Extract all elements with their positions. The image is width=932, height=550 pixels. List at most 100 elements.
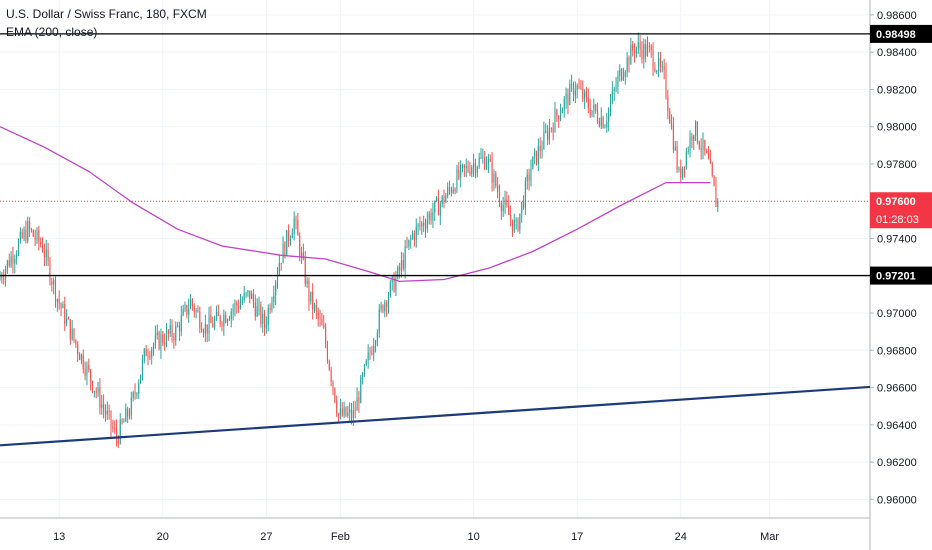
candle-down (402, 260, 404, 269)
candle-up (606, 121, 608, 128)
time-tick-label: 13 (53, 531, 65, 543)
candle-down (238, 305, 240, 309)
price-tick-label: 0.98600 (877, 10, 917, 22)
candle-down (252, 293, 255, 303)
candle-down (112, 426, 114, 429)
candle-up (456, 169, 458, 192)
candle-down (202, 331, 205, 334)
candle-up (415, 226, 417, 241)
symbol-title: U.S. Dollar / Swiss Franc, 180, FXCM (6, 7, 207, 21)
candle-up (534, 150, 536, 157)
candle-down (337, 413, 340, 416)
time-tick-label: 27 (260, 531, 272, 543)
candle-down (715, 186, 717, 207)
candle-up (128, 415, 131, 417)
candle-down (84, 369, 86, 376)
candle-up (14, 258, 16, 264)
candle-up (363, 365, 366, 375)
candle-down (64, 303, 66, 324)
candle-up (347, 412, 349, 416)
candle-up (411, 233, 414, 239)
candle-up (286, 230, 288, 256)
candle-down (280, 262, 282, 264)
candle-down (369, 352, 371, 354)
candle-down (341, 408, 343, 416)
candle-down (650, 45, 652, 51)
candle-down (219, 316, 221, 324)
candle-up (380, 305, 382, 310)
candle-down (269, 307, 271, 310)
candle-up (152, 344, 155, 350)
candle-up (136, 393, 138, 395)
candle-down (585, 91, 588, 98)
candle-up (360, 377, 362, 403)
candle-up (130, 397, 132, 416)
candle-up (251, 293, 253, 299)
candle-down (164, 342, 166, 345)
candle-down (358, 397, 360, 403)
candle-up (10, 256, 12, 267)
candle-down (114, 428, 116, 430)
candle-down (221, 323, 223, 327)
candle-down (43, 251, 45, 258)
candle-up (604, 127, 606, 129)
candle-down (225, 314, 227, 323)
candle-down (75, 339, 77, 345)
candle-up (367, 352, 369, 361)
candle-down (3, 278, 5, 280)
candle-down (393, 276, 395, 292)
candle-down (654, 68, 656, 72)
candle-down (645, 43, 647, 56)
candle-up (678, 168, 680, 170)
candle-down (528, 174, 530, 181)
candle-down (704, 140, 706, 151)
candle-down (297, 220, 299, 236)
candle-up (471, 167, 473, 175)
candle-down (117, 439, 119, 444)
countdown-label: 01:28:03 (876, 214, 919, 226)
candle-down (8, 260, 10, 267)
candle-down (371, 353, 373, 355)
candle-down (58, 299, 60, 304)
candle-down (667, 96, 669, 111)
candle-down (336, 401, 338, 414)
candle-up (637, 42, 639, 48)
candle-up (300, 252, 303, 257)
level-label-box (870, 24, 932, 43)
candle-up (702, 140, 704, 150)
candle-up (571, 84, 573, 86)
candle-down (450, 189, 452, 193)
price-axis: 0.96000 0.96200 0.96400 0.96600 0.96800 0.970… (870, 10, 917, 506)
candle-up (262, 313, 264, 324)
candle-up (214, 319, 216, 328)
candle-down (659, 58, 662, 67)
candle-up (441, 195, 443, 204)
candle-down (67, 318, 70, 320)
candle-down (628, 57, 630, 65)
candle-up (617, 76, 619, 87)
candle-down (443, 195, 445, 203)
candle-down (437, 197, 440, 216)
price-tick-label: 0.96200 (877, 457, 917, 469)
candle-up (384, 302, 386, 312)
candle-down (580, 88, 582, 90)
candle-down (99, 387, 101, 408)
current-price-box (870, 192, 932, 229)
candle-up (619, 69, 621, 77)
candle-up (19, 231, 21, 242)
candle-down (419, 224, 421, 227)
candle-down (73, 328, 75, 340)
candle-down (707, 152, 710, 159)
candle-up (234, 302, 236, 309)
candle-down (34, 236, 36, 240)
candle-down (158, 332, 160, 350)
candle-up (365, 360, 367, 366)
candle-up (559, 113, 562, 120)
candle-down (1, 276, 3, 279)
candle-up (434, 200, 436, 213)
candle-up (417, 224, 419, 227)
candle-down (199, 311, 201, 329)
candle-down (21, 231, 23, 238)
candle-down (191, 299, 193, 306)
